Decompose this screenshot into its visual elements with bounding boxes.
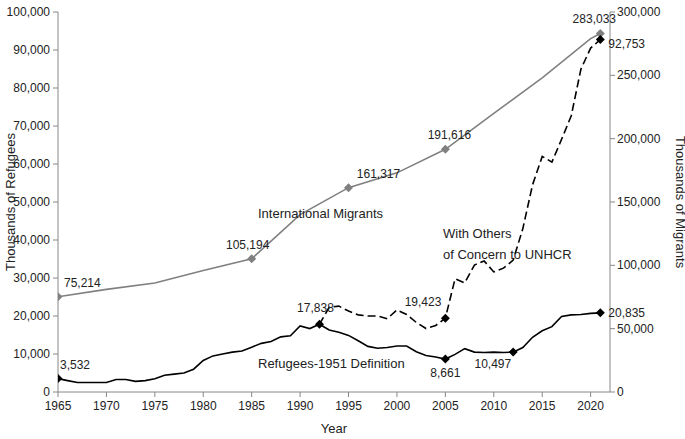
marker [441, 314, 450, 323]
marker [58, 374, 63, 383]
data-label: 92,753 [608, 37, 645, 51]
data-label: 17,838 [297, 301, 334, 315]
y-axis-title: Thousands of Refugees [3, 132, 18, 271]
data-label: 19,423 [405, 295, 442, 309]
y-tick [53, 88, 58, 89]
y2-tick-label: 250,000 [617, 68, 661, 82]
marker [441, 145, 450, 154]
y2-tick-label: 50,000 [617, 322, 654, 336]
y-tick-label: 60,000 [13, 157, 50, 171]
series-name: International Migrants [258, 206, 384, 221]
y-tick-label: 90,000 [13, 43, 50, 57]
y-tick-label: 10,000 [13, 347, 50, 361]
marker [315, 320, 324, 329]
x-tick [445, 392, 446, 397]
y-tick-label: 70,000 [13, 119, 50, 133]
data-label: 8,661 [430, 366, 460, 380]
marker [344, 183, 353, 192]
y-tick [53, 126, 58, 127]
y2-axis-title: Thousands of Migrants [673, 136, 685, 269]
y-tick-label: 20,000 [13, 309, 50, 323]
y2-tick [610, 202, 615, 203]
y-tick [53, 354, 58, 355]
y-tick-label: 40,000 [13, 233, 50, 247]
x-tick-label: 1970 [93, 399, 120, 413]
y2-tick-label: 200,000 [617, 132, 661, 146]
y2-tick [610, 138, 615, 139]
x-tick [154, 392, 155, 397]
x-tick [300, 392, 301, 397]
y-tick [53, 278, 58, 279]
y2-tick [610, 265, 615, 266]
x-axis-title: Year [321, 421, 348, 436]
series-line [58, 33, 600, 296]
x-tick [542, 392, 543, 397]
y-tick [53, 240, 58, 241]
labels: 75,214 105,194 161,317 191,616 283,033 Intern… [60, 12, 645, 380]
x-tick-label: 2020 [577, 399, 604, 413]
x-tick [106, 392, 107, 397]
data-label: 3,532 [60, 358, 90, 372]
y-tick [53, 164, 58, 165]
data-label: 10,497 [474, 357, 511, 371]
data-label: 105,194 [226, 238, 270, 252]
y-tick [53, 50, 58, 51]
y-tick [53, 392, 58, 393]
x-tick-label: 1965 [45, 399, 72, 413]
x-tick-label: 2010 [480, 399, 507, 413]
x-tick-label: 1990 [287, 399, 314, 413]
y2-tick [610, 328, 615, 329]
y2-tick-label: 100,000 [617, 258, 661, 272]
marker [596, 308, 605, 317]
y-tick-label: 0 [43, 385, 50, 399]
marker [441, 355, 450, 364]
y-tick-label: 30,000 [13, 271, 50, 285]
series-name: With Othersof Concern to UNHCR [443, 226, 572, 262]
x-tick [590, 392, 591, 397]
marker [509, 348, 518, 357]
marker [247, 254, 256, 263]
x-tick-label: 1980 [190, 399, 217, 413]
data-label: 191,616 [428, 128, 472, 142]
x-tick-label: 2015 [529, 399, 556, 413]
x-tick-label: 1975 [141, 399, 168, 413]
data-label: 20,835 [608, 306, 645, 320]
x-tick-label: 2000 [384, 399, 411, 413]
y2-tick-label: 0 [617, 385, 624, 399]
x-tick [251, 392, 252, 397]
y2-tick [610, 392, 615, 393]
y-tick [53, 12, 58, 13]
data-label: 283,033 [573, 12, 617, 26]
marker [58, 292, 63, 301]
series-line [319, 40, 600, 329]
x-tick [203, 392, 204, 397]
x-tick [348, 392, 349, 397]
y-tick-label: 80,000 [13, 81, 50, 95]
x-tick [493, 392, 494, 397]
y2-tick [610, 75, 615, 76]
y-tick [53, 316, 58, 317]
x-tick-label: 1985 [238, 399, 265, 413]
x-tick [58, 392, 59, 397]
x-tick-label: 2005 [432, 399, 459, 413]
y-tick-label: 50,000 [13, 195, 50, 209]
y-tick-label: 100,000 [7, 5, 51, 19]
x-tick [396, 392, 397, 397]
y2-tick-label: 150,000 [617, 195, 661, 209]
series-line [58, 313, 600, 383]
chart: 0 10,000 20,000 30,000 40,000 50,000 60,000 70,… [0, 0, 685, 439]
x-tick-label: 1995 [335, 399, 362, 413]
y-tick [53, 202, 58, 203]
y2-tick-label: 300,000 [617, 5, 661, 19]
data-label: 75,214 [64, 276, 101, 290]
marker [596, 35, 605, 44]
background [0, 0, 685, 439]
series-name: Refugees-1951 Definition [258, 356, 405, 371]
plot-area [58, 29, 605, 383]
data-label: 161,317 [357, 167, 401, 181]
x-axis-line [58, 392, 610, 393]
